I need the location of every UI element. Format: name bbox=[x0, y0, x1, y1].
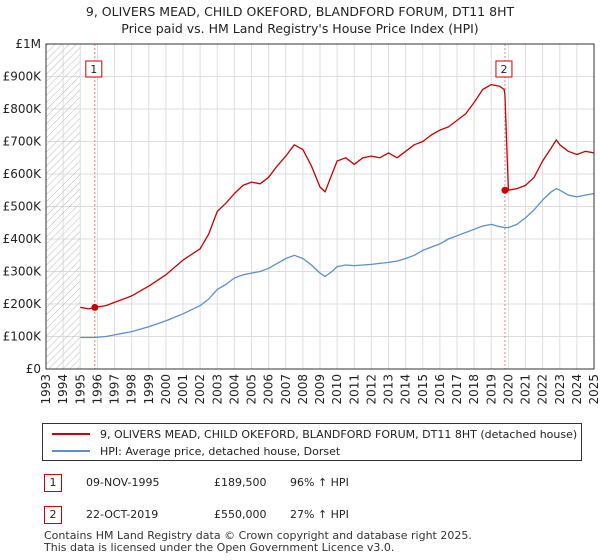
y-tick-label: £1M bbox=[15, 37, 41, 51]
x-tick-label: 1999 bbox=[142, 374, 156, 405]
sale-date: 09-NOV-1995 bbox=[86, 476, 160, 489]
y-tick-label: £100K bbox=[3, 330, 43, 344]
chart-title-line1: 9, OLIVERS MEAD, CHILD OKEFORD, BLANDFOR… bbox=[85, 4, 515, 19]
x-tick-label: 2024 bbox=[570, 374, 584, 405]
x-tick-label: 2016 bbox=[433, 374, 447, 405]
x-tick-label: 2013 bbox=[382, 374, 396, 405]
sale-number-badge: 1 bbox=[44, 474, 62, 492]
y-tick-label: £0 bbox=[26, 362, 41, 376]
x-tick-label: 2021 bbox=[519, 374, 533, 405]
y-tick-label: £400K bbox=[3, 232, 43, 246]
y-tick-label: £300K bbox=[3, 265, 43, 279]
y-tick-label: £700K bbox=[3, 135, 43, 149]
y-tick-label: £200K bbox=[3, 297, 43, 311]
legend-label-hpi: HPI: Average price, detached house, Dors… bbox=[100, 444, 341, 458]
x-tick-label: 2009 bbox=[313, 374, 327, 405]
x-tick-label: 2002 bbox=[193, 374, 207, 405]
x-tick-label: 1998 bbox=[125, 374, 139, 405]
x-tick-label: 2011 bbox=[347, 374, 361, 405]
x-tick-label: 1995 bbox=[73, 374, 87, 405]
sale-points bbox=[91, 186, 509, 311]
chart-title-line2: Price paid vs. HM Land Registry's House … bbox=[121, 21, 479, 36]
sales-table: 1 09-NOV-1995 £189,500 96% ↑ HPI 2 22-OC… bbox=[42, 468, 582, 532]
x-tick-label: 2015 bbox=[416, 374, 430, 405]
footer-licence: This data is licensed under the Open Gov… bbox=[44, 541, 395, 554]
sale-marker-box bbox=[495, 60, 513, 78]
footer-copyright: Contains HM Land Registry data © Crown c… bbox=[44, 529, 472, 542]
sale-hpi-change: 96% ↑ HPI bbox=[290, 476, 349, 489]
plot-area bbox=[45, 43, 595, 370]
x-tick-label: 2010 bbox=[330, 374, 344, 405]
y-tick-label: £800K bbox=[3, 102, 43, 116]
x-tick-label: 1993 bbox=[39, 374, 53, 405]
y-tick-label: £600K bbox=[3, 167, 43, 181]
x-tick-label: 2005 bbox=[245, 374, 259, 405]
legend-swatch-hpi bbox=[52, 450, 90, 452]
x-tick-label: 2022 bbox=[536, 374, 550, 405]
y-tick-label: £900K bbox=[3, 70, 43, 84]
x-tick-label: 2003 bbox=[210, 374, 224, 405]
sale-price: £189,500 bbox=[214, 476, 267, 489]
sale-marker-box bbox=[85, 60, 103, 78]
sale-row: 1 09-NOV-1995 £189,500 96% ↑ HPI bbox=[42, 468, 582, 500]
x-tick-label: 2000 bbox=[159, 374, 173, 405]
x-tick-label: 2012 bbox=[364, 374, 378, 405]
x-tick-label: 2008 bbox=[296, 374, 310, 405]
x-tick-label: 2007 bbox=[279, 374, 293, 405]
grid bbox=[45, 43, 595, 370]
x-tick-label: 2004 bbox=[227, 374, 241, 405]
x-tick-label: 2006 bbox=[262, 374, 276, 405]
x-tick-label: 1996 bbox=[90, 374, 104, 405]
sale-point bbox=[91, 303, 99, 311]
x-tick-label: 2014 bbox=[399, 374, 413, 405]
x-tick-label: 2019 bbox=[484, 374, 498, 405]
footer: Contains HM Land Registry data © Crown c… bbox=[44, 530, 472, 554]
axis-ticks: £0 £100K £200K £300K £400K £500K £600K £700K £80… bbox=[3, 37, 600, 405]
sale-number-badge: 2 bbox=[44, 506, 62, 524]
sale-point bbox=[501, 186, 509, 194]
hpi-line bbox=[80, 187, 595, 339]
x-tick-label: 2001 bbox=[176, 374, 190, 405]
x-tick-label: 1994 bbox=[56, 374, 70, 405]
sale-price: £550,000 bbox=[214, 508, 267, 521]
hatch-region bbox=[46, 44, 81, 369]
legend-swatch-price bbox=[52, 433, 90, 435]
legend-item-price: 9, OLIVERS MEAD, CHILD OKEFORD, BLANDFOR… bbox=[43, 425, 577, 443]
sale-row: 2 22-OCT-2019 £550,000 27% ↑ HPI bbox=[42, 500, 582, 532]
legend: 9, OLIVERS MEAD, CHILD OKEFORD, BLANDFOR… bbox=[42, 423, 582, 461]
price-paid-line bbox=[80, 83, 595, 310]
x-tick-label: 2017 bbox=[450, 374, 464, 405]
y-tick-label: £500K bbox=[3, 200, 43, 214]
pre-data-hatch bbox=[46, 44, 81, 369]
legend-label-price: 9, OLIVERS MEAD, CHILD OKEFORD, BLANDFOR… bbox=[100, 427, 578, 441]
sale-hpi-change: 27% ↑ HPI bbox=[290, 508, 349, 521]
sale-marker-label: 2 bbox=[500, 63, 507, 76]
sale-marker-label: 1 bbox=[90, 63, 97, 76]
chart-title: 9, OLIVERS MEAD, CHILD OKEFORD, BLANDFOR… bbox=[0, 3, 600, 37]
legend-item-hpi: HPI: Average price, detached house, Dors… bbox=[43, 442, 340, 460]
x-tick-label: 2020 bbox=[501, 374, 515, 405]
sale-date: 22-OCT-2019 bbox=[86, 508, 159, 521]
x-tick-label: 2023 bbox=[553, 374, 567, 405]
x-tick-label: 2025 bbox=[587, 374, 600, 405]
series bbox=[80, 83, 595, 339]
x-tick-label: 2018 bbox=[467, 374, 481, 405]
x-tick-label: 1997 bbox=[108, 374, 122, 405]
